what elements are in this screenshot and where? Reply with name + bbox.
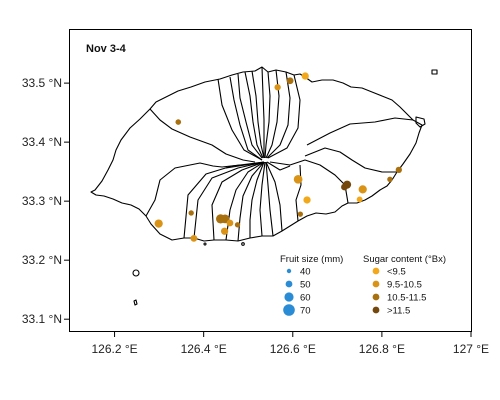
island-map bbox=[90, 66, 438, 306]
valley-line bbox=[211, 161, 265, 241]
x-tick-label: 126.2 °E bbox=[91, 342, 137, 356]
islet-east bbox=[415, 116, 426, 128]
legend-size-label: 70 bbox=[300, 306, 311, 317]
valley-line bbox=[251, 70, 265, 159]
y-tick-label: 33.4 °N bbox=[22, 135, 62, 149]
islet-marado bbox=[132, 269, 140, 277]
valley-line bbox=[237, 161, 265, 242]
sample-point bbox=[356, 196, 363, 203]
legend-sugar-label: 10.5-11.5 bbox=[387, 293, 426, 304]
valley-line bbox=[266, 161, 291, 171]
boundary-northwest bbox=[149, 108, 256, 163]
boundary-southeast bbox=[295, 164, 302, 222]
plot-frame bbox=[69, 29, 472, 332]
valley-line bbox=[193, 161, 265, 239]
y-axis: 33.1 °N 33.2 °N 33.3 °N 33.4 °N 33.5 °N bbox=[22, 76, 70, 326]
islet-south bbox=[241, 242, 245, 246]
boundary-west bbox=[145, 162, 241, 217]
sample-point bbox=[286, 77, 294, 85]
legend-size-symbol bbox=[285, 280, 293, 288]
legend-sugar-symbol bbox=[372, 267, 380, 275]
sample-point bbox=[387, 176, 393, 182]
valley-line bbox=[244, 71, 264, 159]
legend-sugar-label: 9.5-10.5 bbox=[387, 280, 422, 291]
sample-point bbox=[226, 219, 234, 227]
sample-point bbox=[303, 196, 311, 204]
sample-point bbox=[190, 234, 198, 242]
sample-point bbox=[175, 119, 182, 125]
valley-line bbox=[267, 74, 301, 159]
valley-line bbox=[259, 161, 266, 237]
legend-sugar-symbol bbox=[372, 306, 380, 314]
sample-point bbox=[395, 166, 402, 174]
y-tick-label: 33.1 °N bbox=[22, 312, 62, 326]
legend-sugar-entries: <9.5 9.5-10.5 10.5-11.5 >11.5 bbox=[372, 267, 426, 317]
sample-point bbox=[154, 219, 163, 228]
legend-size-symbol bbox=[286, 268, 292, 274]
sample-point bbox=[188, 210, 194, 216]
sample-point bbox=[358, 185, 367, 194]
sample-points bbox=[154, 72, 402, 242]
sample-point bbox=[274, 84, 281, 91]
legend-sugar-symbol bbox=[372, 293, 380, 301]
islet-south2 bbox=[203, 242, 207, 246]
x-tick-label: 126.4 °E bbox=[181, 342, 227, 356]
legend-sugar-title: Sugar content (°Bx) bbox=[363, 254, 446, 265]
y-tick-label: 33.5 °N bbox=[22, 76, 62, 90]
islet-gapado bbox=[133, 299, 138, 306]
valley-line bbox=[266, 71, 291, 159]
legend-sugar-label: >11.5 bbox=[387, 306, 410, 317]
valley-line bbox=[237, 73, 263, 159]
valley-line bbox=[265, 69, 280, 159]
legend-sugar-symbol bbox=[372, 280, 380, 288]
boundary-northeast bbox=[306, 117, 414, 146]
legend-size-label: 40 bbox=[300, 267, 311, 278]
sample-point bbox=[341, 183, 348, 191]
sample-point bbox=[301, 72, 309, 80]
valley-line bbox=[261, 66, 265, 158]
valley-line bbox=[183, 161, 265, 239]
jeju-island-coastline bbox=[90, 66, 423, 242]
boundary-east-inner bbox=[304, 147, 397, 173]
x-tick-label: 126.8 °E bbox=[359, 342, 405, 356]
sample-point bbox=[293, 174, 303, 184]
y-tick-label: 33.3 °N bbox=[22, 194, 62, 208]
legend-size-label: 50 bbox=[300, 280, 311, 291]
x-axis: 126.2 °E 126.4 °E 126.6 °E 126.8 °E 127 °E bbox=[91, 331, 489, 356]
boundary-east-south bbox=[269, 159, 349, 204]
valley-line bbox=[217, 78, 263, 161]
legend-size-label: 60 bbox=[300, 293, 311, 304]
legend-size-title: Fruit size (mm) bbox=[280, 254, 343, 265]
legend-size-entries: 40 50 60 70 bbox=[283, 267, 311, 317]
legend-size-symbol bbox=[284, 292, 294, 302]
sample-point bbox=[234, 222, 241, 228]
sample-point bbox=[220, 227, 229, 235]
valley-line bbox=[229, 76, 263, 161]
legend-size-symbol bbox=[283, 304, 295, 316]
legend: Fruit size (mm) Sugar content (°Bx) 40 50… bbox=[280, 254, 446, 317]
sample-point bbox=[297, 211, 304, 217]
valley-line bbox=[225, 161, 265, 241]
x-tick-label: 126.6 °E bbox=[270, 342, 316, 356]
x-tick-label: 127 °E bbox=[453, 342, 489, 356]
valley-line bbox=[249, 161, 265, 238]
map-title: Nov 3-4 bbox=[86, 43, 127, 55]
valley-line bbox=[265, 161, 283, 232]
valley-line bbox=[265, 161, 274, 237]
valley-line bbox=[264, 71, 271, 159]
legend-sugar-label: <9.5 bbox=[387, 267, 406, 278]
y-tick-label: 33.2 °N bbox=[22, 253, 62, 267]
islet-northeast bbox=[431, 69, 438, 75]
valley-line bbox=[225, 161, 265, 169]
